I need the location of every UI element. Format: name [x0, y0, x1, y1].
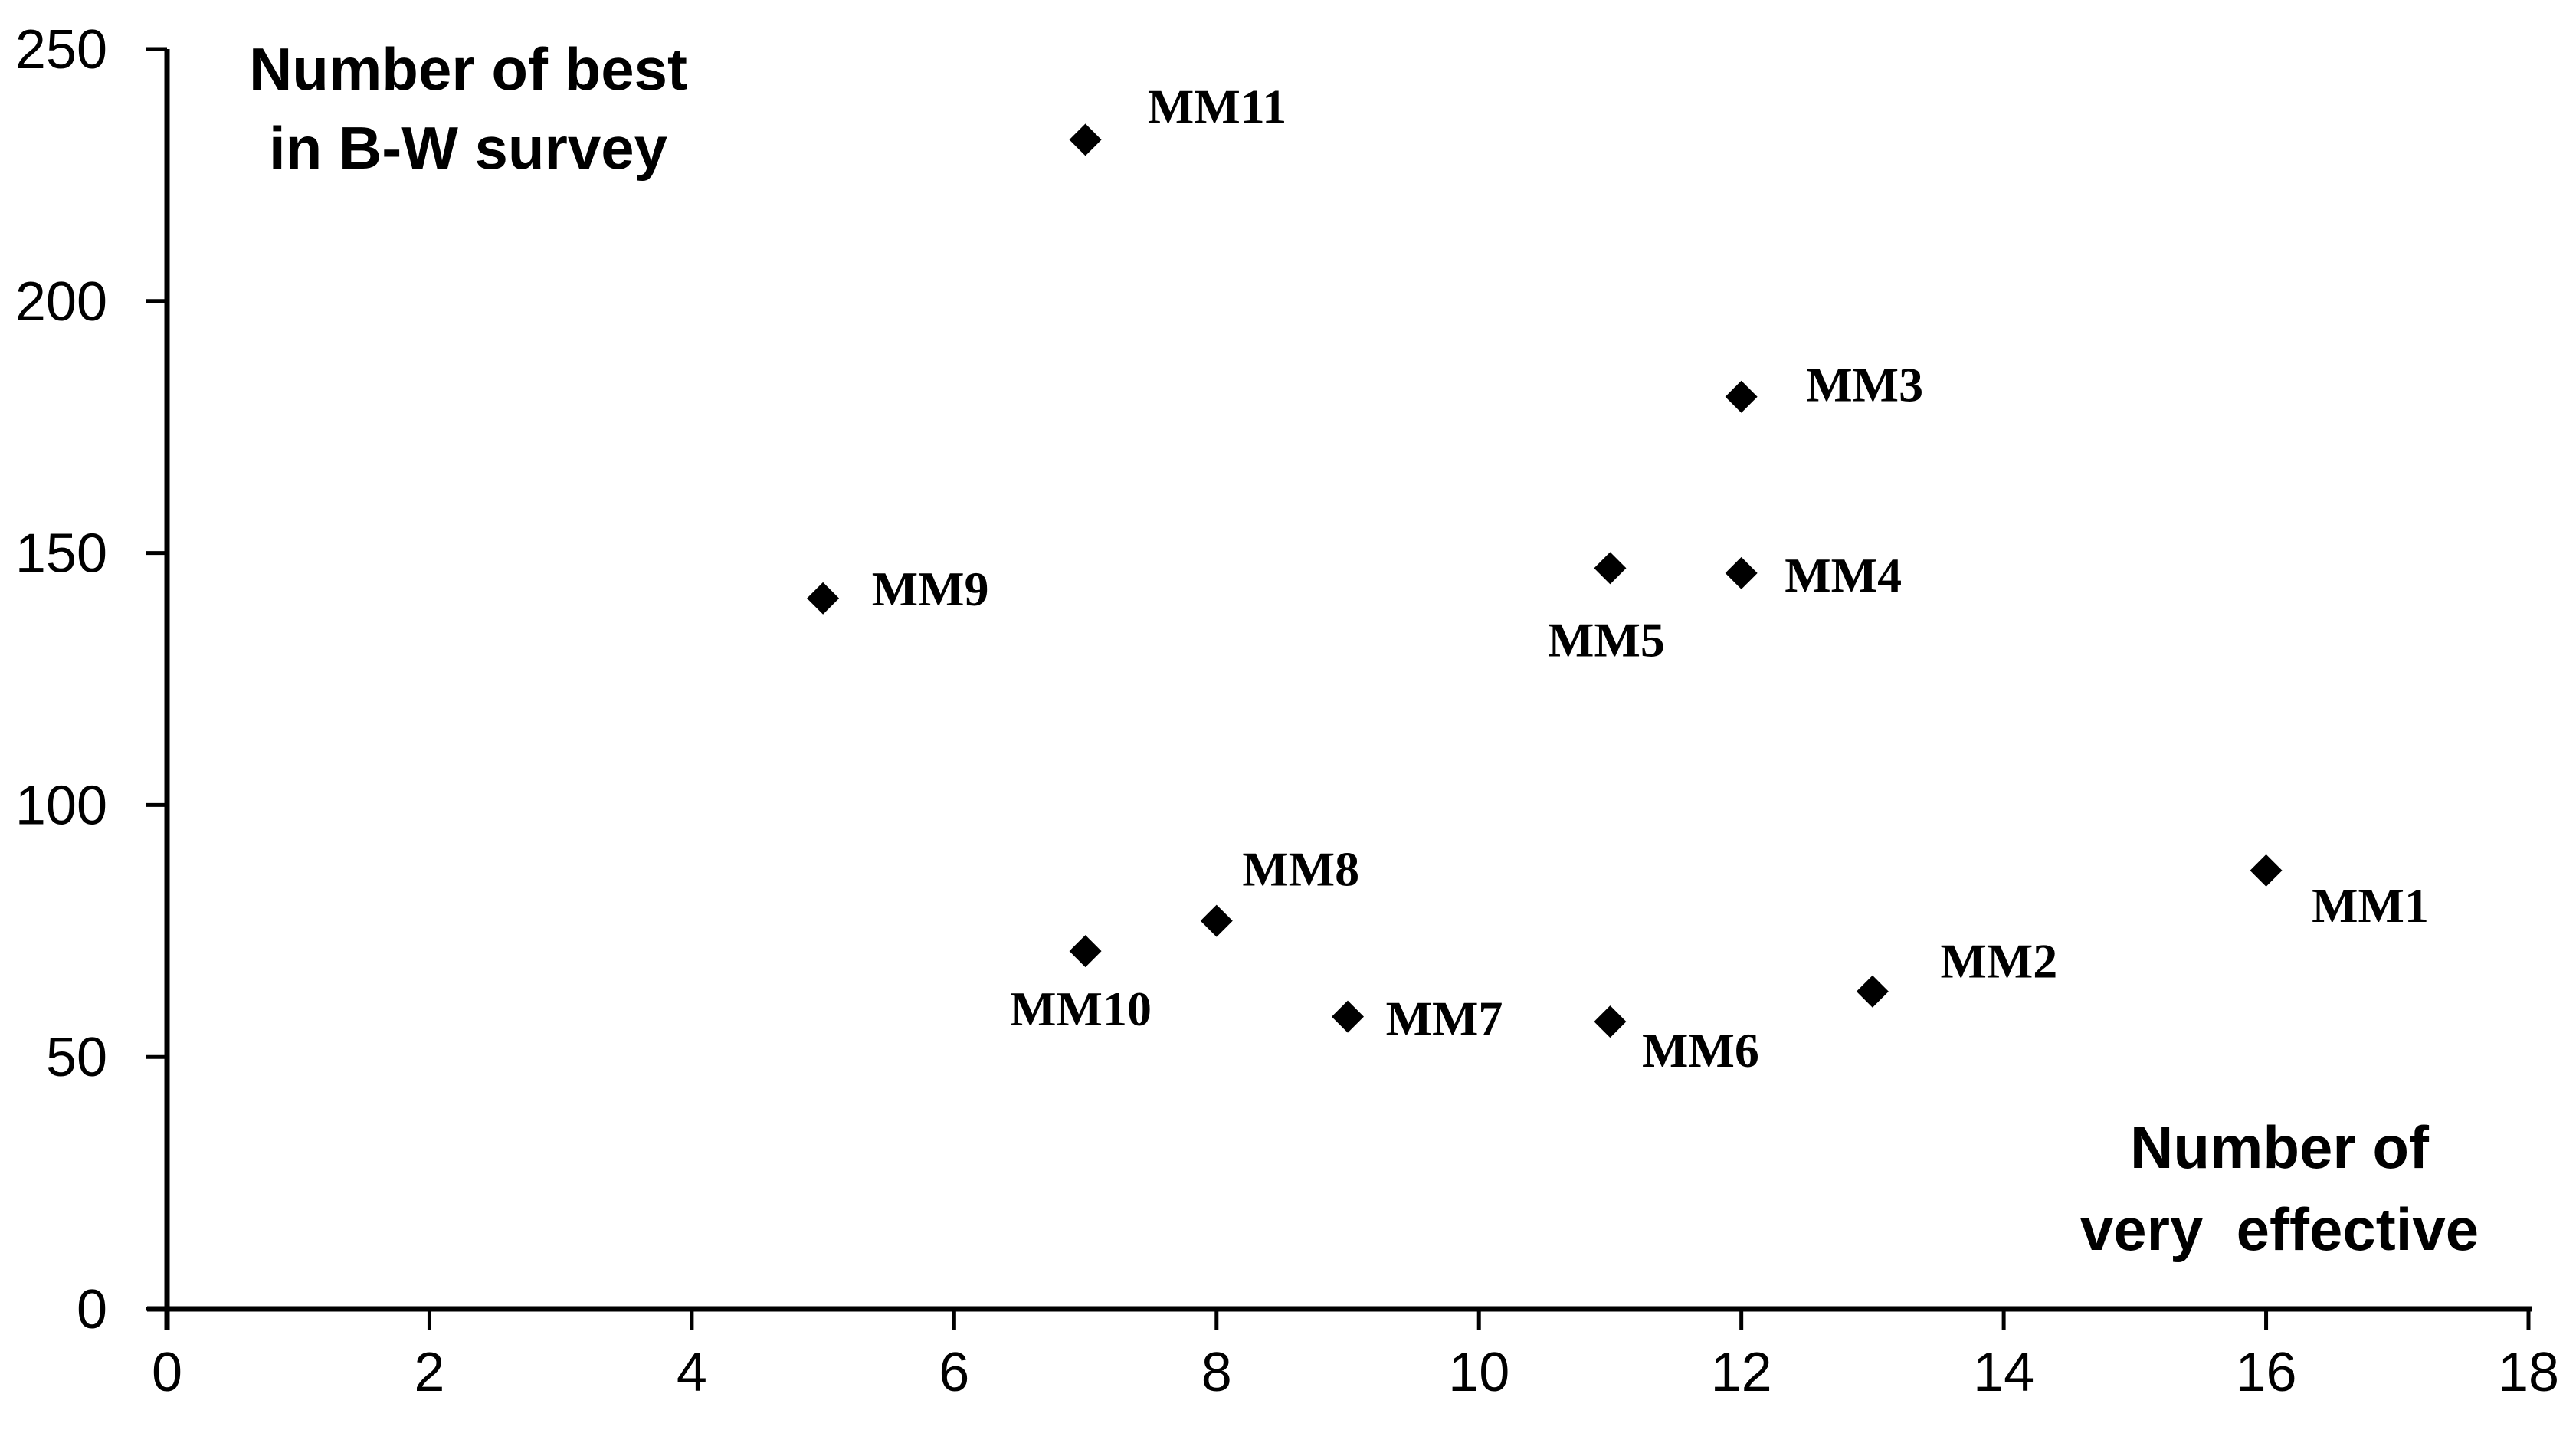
x-axis-title: Number of [2130, 1113, 2430, 1181]
data-point-marker [1332, 1000, 1364, 1033]
x-tick-label: 2 [414, 1342, 444, 1403]
data-point-marker [1069, 935, 1102, 968]
y-axis-title: in B-W survey [269, 114, 667, 182]
axes [147, 49, 2532, 1330]
data-point-label: MM2 [1940, 934, 2057, 989]
data-point-marker [1069, 123, 1102, 156]
axis-ticks [146, 47, 2531, 1330]
data-point-marker [1856, 975, 1889, 1008]
axis-titles: Number of best in B-W survey Number of very… [249, 35, 2479, 1263]
x-tick-label: 10 [1448, 1342, 1509, 1403]
data-point-label: MM3 [1806, 358, 1923, 412]
data-point-label: MM6 [1642, 1023, 1759, 1077]
data-point-marker [1725, 556, 1758, 589]
data-point-label: MM4 [1785, 548, 1902, 602]
data-point-label: MM10 [1010, 982, 1152, 1036]
data-point-label: MM11 [1148, 79, 1286, 133]
data-point-marker [1594, 552, 1627, 585]
data-point-label: MM7 [1386, 992, 1503, 1046]
x-tick-label: 18 [2498, 1342, 2559, 1403]
data-point-marker [2250, 854, 2283, 887]
y-tick-label: 200 [15, 271, 107, 333]
data-point-marker [1594, 1005, 1627, 1038]
data-point-marker [1200, 904, 1233, 937]
y-tick-label: 0 [77, 1279, 107, 1340]
y-tick-label: 50 [46, 1027, 107, 1088]
x-tick-label: 16 [2236, 1342, 2297, 1403]
y-axis-title: Number of best [249, 35, 687, 103]
x-tick-label: 8 [1201, 1342, 1232, 1403]
data-point-marker [807, 582, 840, 615]
data-point-label: MM8 [1242, 842, 1359, 897]
x-tick-label: 12 [1711, 1342, 1772, 1403]
x-tick-label: 14 [1973, 1342, 2034, 1403]
y-tick-label: 250 [15, 19, 107, 80]
tick-labels: 0 2 4 6 8 10 12 14 16 18 0 50 100 150 200 250 [15, 19, 2559, 1403]
x-axis-title: very effective [2080, 1195, 2479, 1263]
y-tick-label: 100 [15, 775, 107, 836]
data-point-label: MM5 [1548, 612, 1665, 667]
data-point-marker [1725, 380, 1758, 413]
data-point-label: MM1 [2312, 878, 2429, 933]
data-points: MM1 MM2 MM3 MM4 MM5 MM6 MM7 MM8 MM9 MM10 MM11 [807, 79, 2429, 1077]
x-tick-label: 6 [939, 1342, 969, 1403]
x-tick-label: 4 [677, 1342, 707, 1403]
x-tick-label: 0 [152, 1342, 182, 1403]
y-tick-label: 150 [15, 523, 107, 585]
data-point-label: MM9 [872, 562, 989, 616]
